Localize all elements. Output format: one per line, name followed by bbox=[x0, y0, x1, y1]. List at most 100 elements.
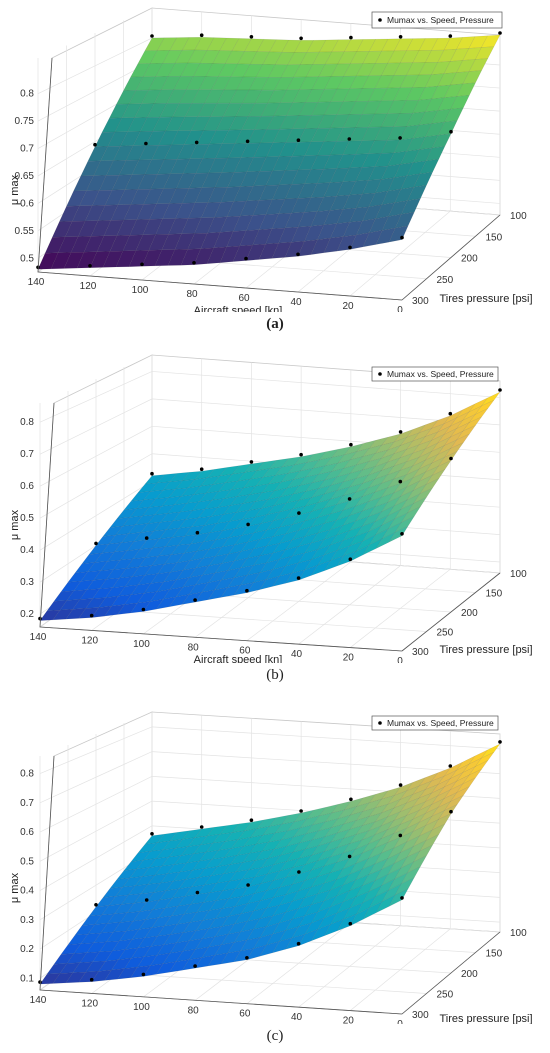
data-point bbox=[347, 137, 352, 141]
surface-cell bbox=[431, 813, 452, 831]
legend-box bbox=[371, 715, 499, 731]
y-axis-line bbox=[401, 572, 501, 652]
data-point bbox=[398, 783, 403, 787]
data-point bbox=[347, 854, 352, 859]
y-tick-label: 250 bbox=[437, 275, 454, 286]
z-tick-label: 0.7 bbox=[20, 144, 34, 155]
y-tick-label: 100 bbox=[510, 211, 527, 222]
wall-grid-line bbox=[39, 398, 501, 455]
data-point bbox=[249, 35, 254, 39]
y-tick-label: 250 bbox=[437, 990, 454, 1001]
surface-cell bbox=[388, 225, 409, 243]
legend-box bbox=[371, 366, 499, 382]
z-axis-line bbox=[39, 402, 55, 628]
z-tick-label: 0.5 bbox=[20, 253, 34, 264]
y-tick-label: 200 bbox=[461, 254, 478, 265]
data-point bbox=[199, 825, 204, 829]
legend: Mumax vs. Speed, Pressure bbox=[371, 366, 499, 382]
data-point bbox=[245, 139, 250, 144]
y-tick-label: 300 bbox=[412, 647, 429, 658]
x-tick-label: 80 bbox=[188, 642, 200, 653]
data-point bbox=[141, 607, 146, 612]
legend-label: Mumax vs. Speed, Pressure bbox=[387, 15, 494, 25]
data-point bbox=[398, 479, 403, 484]
z-tick-label: 0.6 bbox=[20, 198, 34, 209]
data-point bbox=[449, 456, 453, 461]
data-point bbox=[448, 411, 453, 416]
x-tick-label: 120 bbox=[80, 281, 97, 292]
data-points bbox=[38, 740, 502, 984]
data-point bbox=[244, 256, 248, 261]
data-point bbox=[94, 903, 98, 907]
x-tick-label: 0 bbox=[397, 656, 403, 663]
z-tick-label: 0.5 bbox=[20, 856, 34, 867]
surface-cell bbox=[425, 146, 446, 162]
y-axis-label: Tires pressure [psi] bbox=[439, 1013, 532, 1024]
z-tick-label: 0.3 bbox=[20, 915, 34, 926]
data-point bbox=[89, 977, 94, 982]
z-tick-label: 0.2 bbox=[20, 609, 34, 620]
surface-cell bbox=[462, 768, 483, 784]
legend-marker bbox=[378, 18, 382, 22]
x-axis-label: Aircraft speed [kn] bbox=[194, 654, 283, 663]
data-point bbox=[296, 576, 301, 580]
legend-marker bbox=[378, 721, 382, 725]
caption-c: (c) bbox=[266, 1028, 284, 1044]
data-point bbox=[193, 964, 197, 968]
data-point bbox=[398, 136, 402, 140]
surface-cell bbox=[419, 158, 440, 175]
data-point bbox=[296, 252, 300, 257]
legend: Mumax vs. Speed, Pressure bbox=[371, 715, 499, 731]
x-tick-label: 20 bbox=[343, 653, 355, 663]
x-tick-label: 100 bbox=[132, 285, 149, 296]
surface-cell bbox=[450, 433, 470, 449]
x-tick-label: 140 bbox=[30, 995, 47, 1006]
data-point bbox=[88, 264, 92, 268]
data-point bbox=[245, 588, 249, 593]
data-point bbox=[297, 870, 301, 874]
y-tick-label: 150 bbox=[486, 232, 503, 243]
x-tick-label: 120 bbox=[81, 998, 98, 1009]
legend: Mumax vs. Speed, Pressure bbox=[371, 11, 503, 29]
caption-b: (b) bbox=[266, 667, 284, 683]
surface-cell bbox=[388, 525, 409, 543]
x-axis-line bbox=[37, 271, 403, 301]
data-point bbox=[195, 530, 200, 535]
surface-chart-a: 140 120 100 80 60 40 20 01001502002503000.50.55… bbox=[9, 7, 533, 312]
y-tick-label: 300 bbox=[412, 296, 429, 307]
z-tick-label: 0.8 bbox=[20, 89, 34, 100]
data-point bbox=[348, 557, 353, 561]
y-axis-line bbox=[401, 214, 501, 301]
surface-cell bbox=[456, 777, 477, 794]
data-point bbox=[498, 388, 502, 392]
x-tick-label: 60 bbox=[239, 646, 251, 657]
data-point bbox=[347, 497, 352, 501]
surface-cell bbox=[462, 416, 483, 432]
z-tick-label: 0.7 bbox=[20, 449, 34, 460]
legend-label: Mumax vs. Speed, Pressure bbox=[387, 369, 494, 379]
data-point bbox=[448, 764, 453, 768]
x-tick-label: 100 bbox=[133, 1002, 150, 1013]
data-point bbox=[144, 898, 149, 902]
z-axis-line bbox=[39, 755, 55, 991]
wall-grid-line bbox=[39, 371, 501, 423]
x-tick-label: 40 bbox=[291, 649, 303, 660]
data-point bbox=[448, 34, 453, 38]
data-point bbox=[296, 138, 301, 142]
chart-panel-c: 1401201008060402001001502002503000.10.20… bbox=[0, 700, 550, 1053]
x-axis-label: Aircraft speed [kn] bbox=[194, 1023, 283, 1024]
data-point bbox=[398, 833, 403, 838]
x-tick-label: 80 bbox=[186, 289, 198, 300]
data-point bbox=[144, 141, 148, 146]
x-axis-line bbox=[39, 626, 403, 652]
wall-grid-line bbox=[39, 726, 501, 774]
data-point bbox=[249, 818, 254, 822]
data-point bbox=[93, 142, 97, 147]
surface-cell bbox=[388, 888, 409, 907]
data-point bbox=[150, 471, 154, 476]
y-tick-label: 100 bbox=[510, 928, 527, 939]
legend-marker bbox=[378, 372, 382, 376]
y-axis-line bbox=[401, 931, 501, 1015]
data-point bbox=[296, 941, 301, 946]
data-point bbox=[297, 511, 301, 515]
